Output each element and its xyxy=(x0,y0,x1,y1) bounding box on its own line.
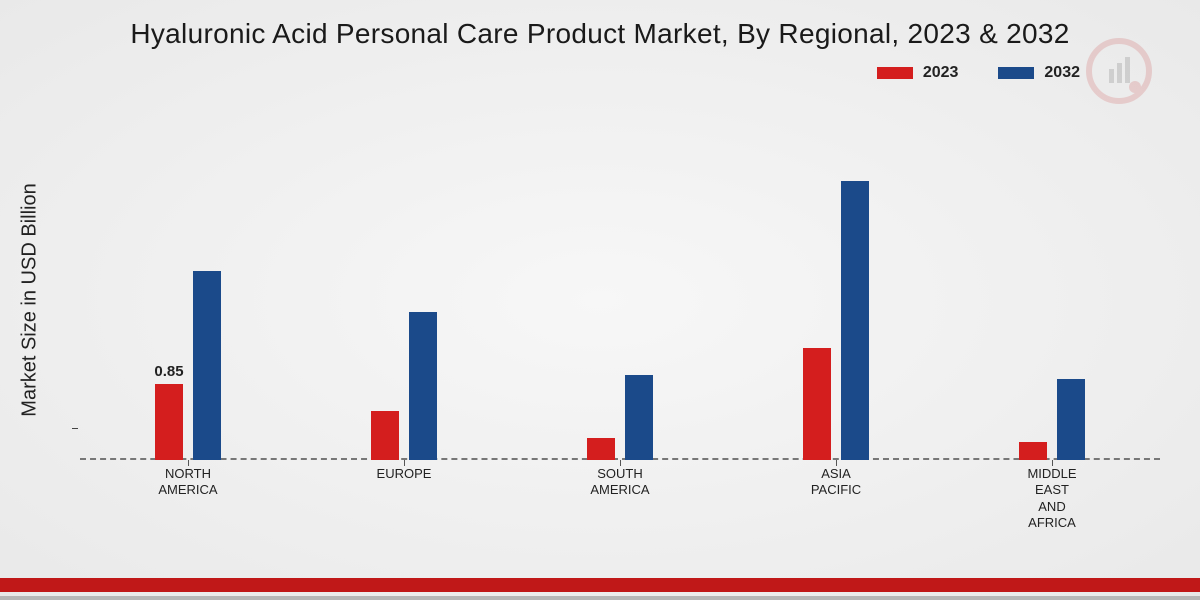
bar-2023 xyxy=(587,438,615,461)
bar-group: MIDDLE EAST AND AFRICA xyxy=(972,100,1132,460)
footer-baseline xyxy=(0,596,1200,600)
chart-title: Hyaluronic Acid Personal Care Product Ma… xyxy=(0,18,1200,50)
x-axis-label: NORTH AMERICA xyxy=(123,466,253,499)
bar-2032 xyxy=(193,271,221,460)
bar-group: SOUTH AMERICA xyxy=(540,100,700,460)
x-axis-label: ASIA PACIFIC xyxy=(771,466,901,499)
y-tick-minor xyxy=(72,428,78,429)
bar-2032 xyxy=(409,312,437,461)
x-axis-label: MIDDLE EAST AND AFRICA xyxy=(987,466,1117,531)
x-axis-label: EUROPE xyxy=(339,466,469,482)
footer-accent-bar xyxy=(0,578,1200,592)
bar-2023 xyxy=(155,384,183,461)
bar-2023 xyxy=(803,348,831,461)
legend-label-2023: 2023 xyxy=(923,64,959,82)
bar-2032 xyxy=(1057,379,1085,460)
plot-area: 0.85NORTH AMERICA EUROPE SOUTH AMERICA ASIA… xyxy=(80,100,1160,460)
legend: 2023 2032 xyxy=(877,64,1080,82)
bar-group: 0.85NORTH AMERICA xyxy=(108,100,268,460)
x-axis-label: SOUTH AMERICA xyxy=(555,466,685,499)
bar-2032 xyxy=(841,181,869,460)
legend-item-2023: 2023 xyxy=(877,64,959,82)
legend-label-2032: 2032 xyxy=(1044,64,1080,82)
bar-group: EUROPE xyxy=(324,100,484,460)
bar-2023 xyxy=(371,411,399,461)
bar-2032 xyxy=(625,375,653,461)
bar-group: ASIA PACIFIC xyxy=(756,100,916,460)
legend-swatch-2023 xyxy=(877,67,913,79)
bar-value-label: 0.85 xyxy=(154,363,183,380)
y-axis-label: Market Size in USD Billion xyxy=(19,183,42,416)
legend-swatch-2032 xyxy=(998,67,1034,79)
chart-page: Hyaluronic Acid Personal Care Product Ma… xyxy=(0,0,1200,600)
legend-item-2032: 2032 xyxy=(998,64,1080,82)
bar-2023 xyxy=(1019,442,1047,460)
